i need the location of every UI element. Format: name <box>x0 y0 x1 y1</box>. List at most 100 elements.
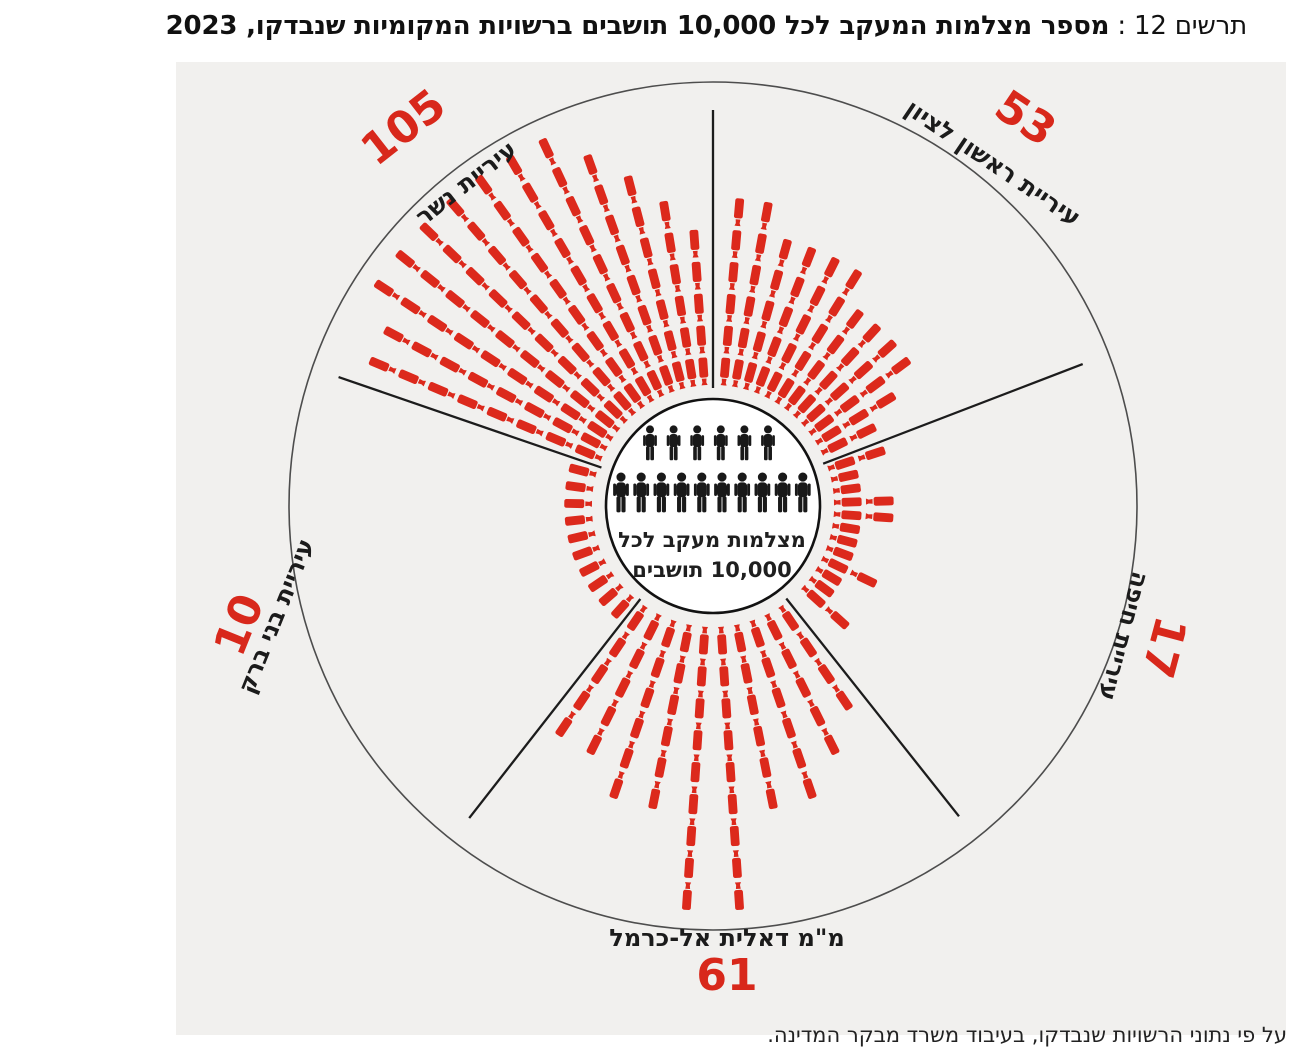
camera-icon <box>494 329 522 354</box>
camera-icon <box>791 313 812 343</box>
sector-divider <box>785 597 960 818</box>
center-caption-line1: מצלמות מעקב לכל <box>618 528 806 552</box>
camera-icon <box>736 327 750 357</box>
camera-icon <box>632 340 653 370</box>
camera-icon <box>692 722 704 751</box>
camera-icon <box>830 469 860 485</box>
sector-name-label: מ"מ דאלית אל-כרמל <box>609 924 845 952</box>
camera-icon <box>564 498 593 509</box>
camera-icon <box>871 338 898 364</box>
camera-icon <box>466 220 492 248</box>
camera-icon <box>693 293 705 322</box>
camera-icon <box>614 669 635 699</box>
camera-icon <box>762 612 784 642</box>
camera-icon <box>601 320 624 349</box>
camera-icon <box>848 422 878 443</box>
camera-icon <box>600 698 621 728</box>
sector-divider <box>468 598 642 819</box>
camera-icon <box>865 511 894 523</box>
camera-icon <box>724 754 736 783</box>
camera-icon <box>722 722 734 751</box>
camera-icon <box>582 153 601 183</box>
camera-icon <box>767 269 784 299</box>
camera-icon <box>438 356 468 377</box>
camera-icon <box>840 268 863 297</box>
camera-icon <box>426 314 455 337</box>
camera-icon <box>753 232 768 262</box>
camera-icon <box>669 263 683 293</box>
camera-icon <box>565 480 594 494</box>
camera-icon <box>745 686 760 716</box>
camera-icon <box>730 358 745 388</box>
camera-icon <box>615 244 633 274</box>
camera-icon <box>554 709 578 738</box>
camera-icon <box>487 245 512 272</box>
camera-icon <box>727 786 738 815</box>
camera-icon <box>456 393 486 413</box>
camera-icon <box>720 690 732 719</box>
camera-icon <box>679 623 694 653</box>
camera-icon <box>733 881 745 911</box>
center-caption-line2: 10,000 תושבים <box>632 558 792 582</box>
camera-icon <box>492 199 517 228</box>
sector-value-label: 61 <box>696 950 758 1001</box>
camera-icon <box>664 232 678 261</box>
camera-icon <box>373 278 402 302</box>
camera-icon <box>698 357 709 386</box>
camera-icon <box>608 770 627 800</box>
camera-icon <box>868 391 897 414</box>
camera-icon <box>865 496 894 506</box>
camera-icon <box>553 237 576 266</box>
camera-icon <box>812 656 836 685</box>
camera-icon <box>828 532 859 549</box>
camera-icon <box>789 740 807 770</box>
camera-icon <box>631 206 647 236</box>
camera-icon <box>884 356 912 380</box>
camera-icon <box>487 288 514 314</box>
camera-icon <box>469 309 497 334</box>
camera-icon <box>719 357 731 386</box>
camera-icon <box>684 358 698 388</box>
camera-icon <box>777 641 798 670</box>
camera-icon <box>650 649 668 679</box>
camera-icon <box>821 333 846 362</box>
camera-icon <box>647 334 666 364</box>
camera-icon <box>533 332 560 359</box>
camera-icon <box>732 623 747 653</box>
camera-icon <box>660 619 678 649</box>
camera-icon <box>698 626 710 655</box>
camera-icon <box>681 881 693 911</box>
camera-icon <box>510 310 537 337</box>
camera-icon <box>578 557 608 578</box>
camera-icon <box>639 679 658 709</box>
chart-title: תרשים 12 : מספר מצלמות המעקב לכל 10,000 … <box>166 11 1248 41</box>
camera-icon <box>834 346 861 373</box>
camera-icon <box>619 740 637 770</box>
source-note: על פי נתוני הרשויות שנבדקו, בעיבוד משרד … <box>767 1023 1287 1047</box>
camera-icon <box>427 381 457 401</box>
camera-icon <box>674 295 688 325</box>
camera-icon <box>564 514 594 526</box>
camera-icon <box>629 709 647 740</box>
camera-icon <box>572 683 596 712</box>
camera-icon <box>671 360 687 390</box>
camera-icon <box>533 384 562 408</box>
camera-icon <box>659 200 673 230</box>
camera-icon <box>585 727 607 756</box>
camera-icon <box>368 356 398 376</box>
camera-icon <box>823 605 851 631</box>
camera-icon <box>647 780 663 810</box>
camera-icon <box>515 418 545 438</box>
camera-icon <box>721 325 734 354</box>
camera-icon <box>798 246 817 276</box>
camera-icon <box>571 543 601 562</box>
camera-icon <box>410 340 440 362</box>
camera-icon <box>397 368 427 388</box>
camera-icon <box>806 322 829 352</box>
camera-icon <box>716 626 728 655</box>
camera-icon <box>548 278 573 306</box>
camera-icon <box>544 369 572 394</box>
camera-icon <box>647 268 663 298</box>
